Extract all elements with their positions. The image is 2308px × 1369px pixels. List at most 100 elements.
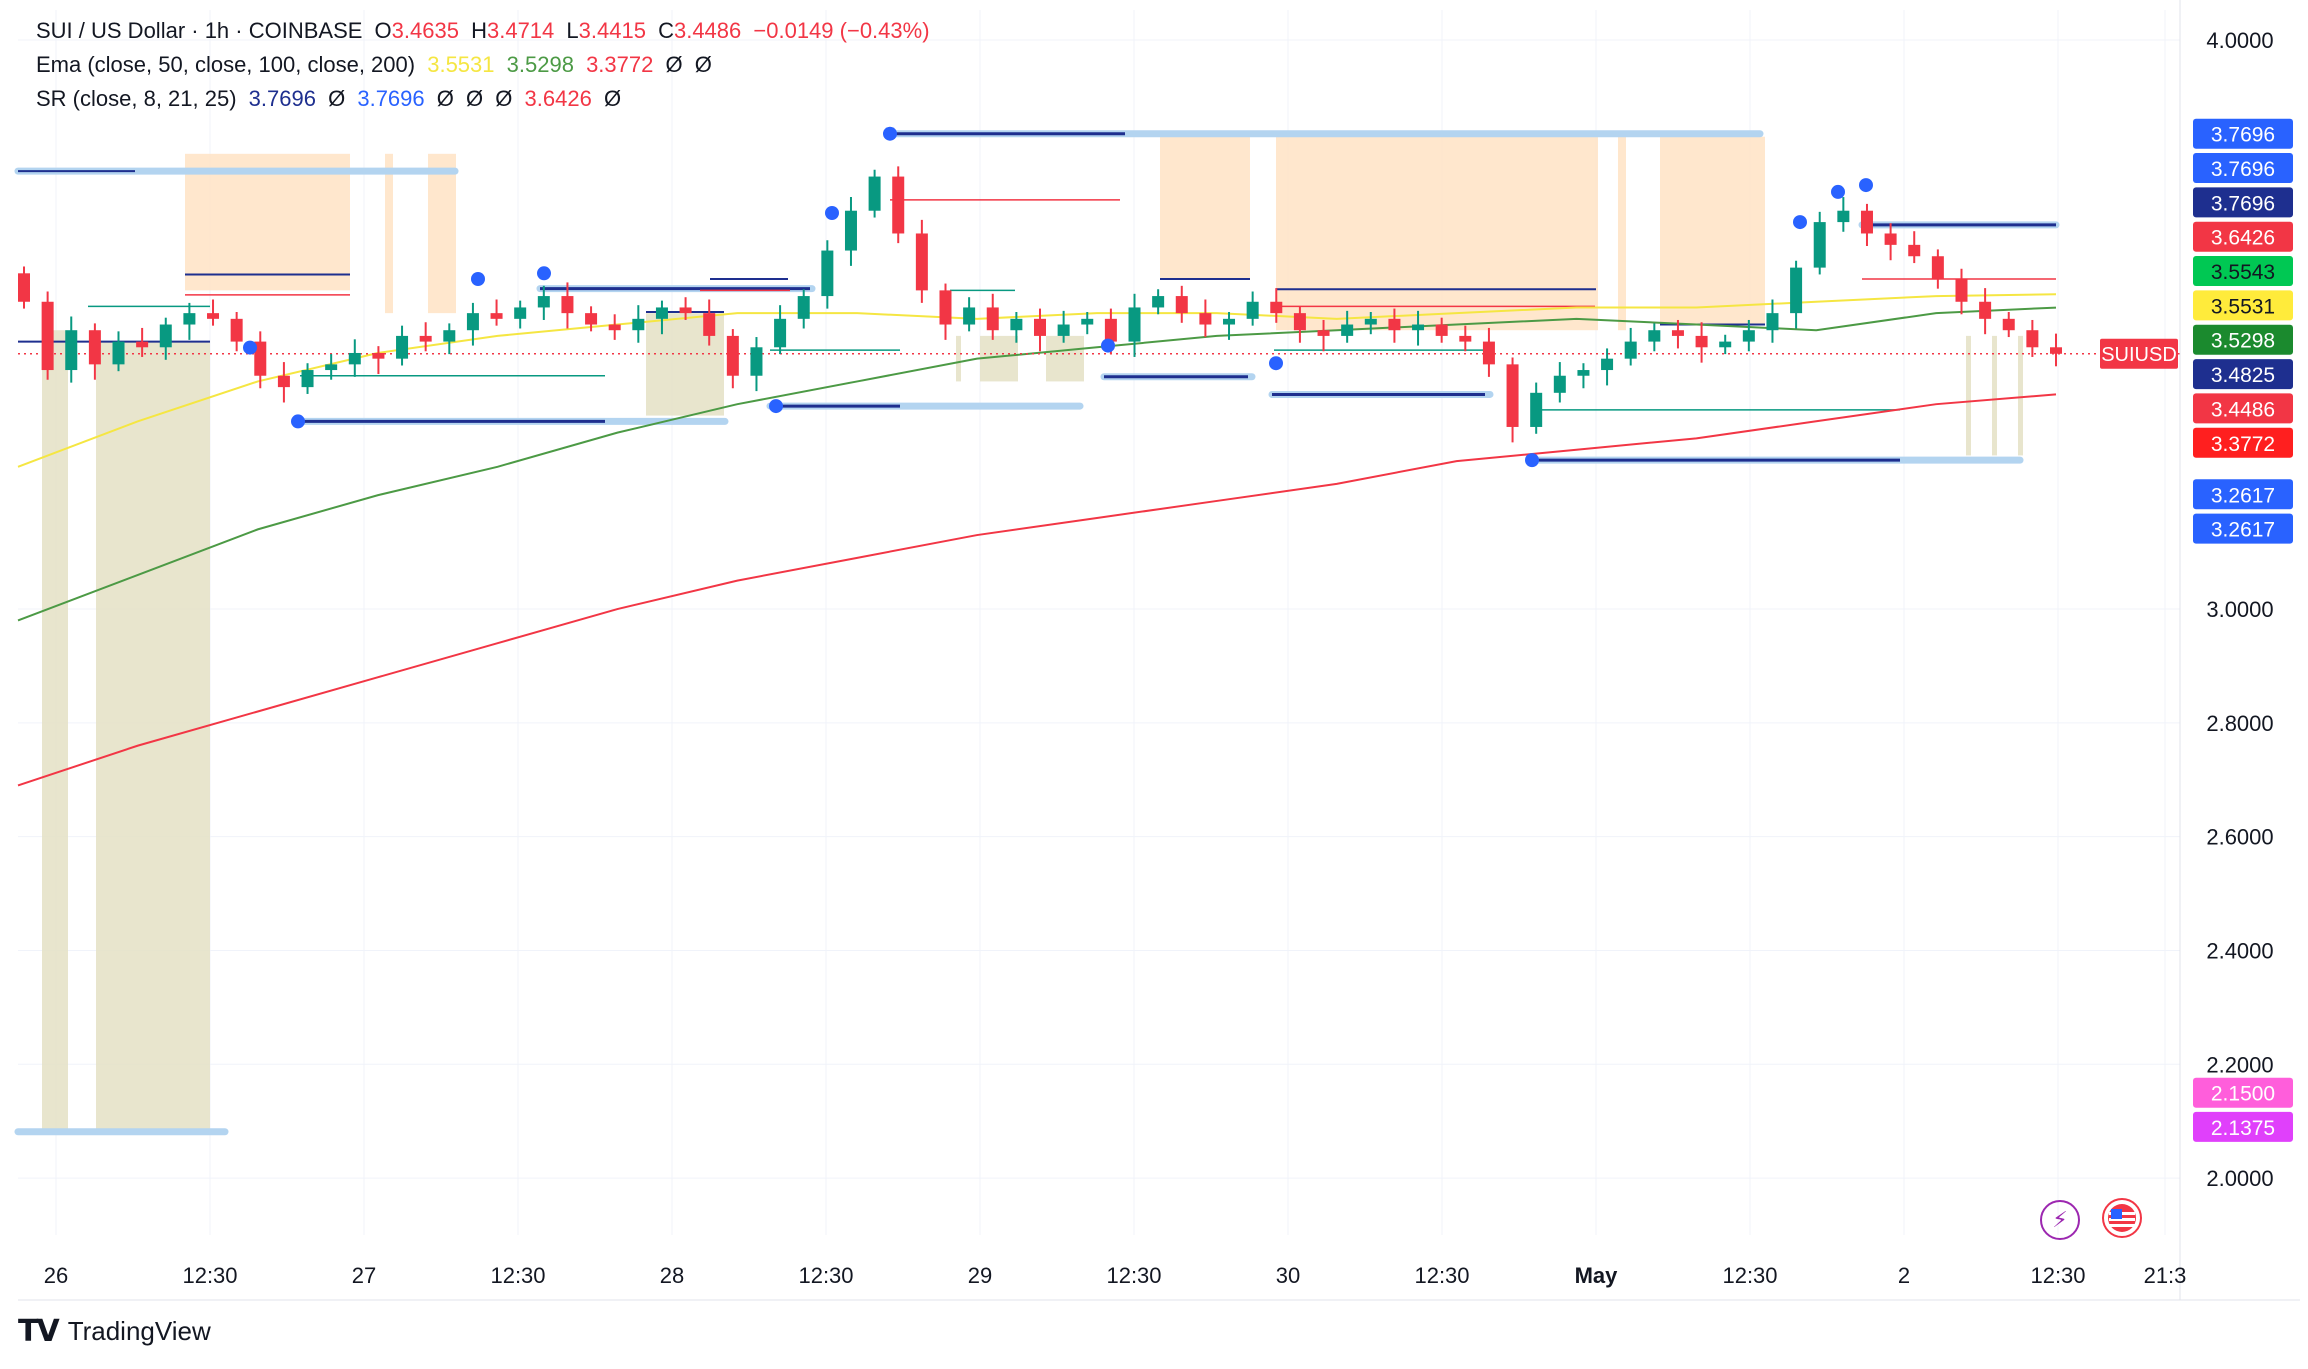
ohlc-high: 3.4714 (486, 18, 555, 43)
sr-pivot-dot (537, 266, 551, 281)
tradingview-brand[interactable]: 𝗧𝗩 TradingView (18, 1314, 211, 1349)
signal-zone (2018, 335, 2023, 456)
candle-body (18, 273, 30, 302)
ema100-value: 3.5298 (506, 52, 574, 77)
price-label-bg (2193, 153, 2293, 184)
candle-body (844, 210, 857, 251)
candle-body (1742, 330, 1755, 342)
price-label-bg (2193, 393, 2293, 424)
x-tick-label: 29 (968, 1263, 992, 1288)
candle-body (774, 318, 787, 348)
candle-body (1010, 318, 1023, 331)
sr-pivot-dot (471, 272, 485, 286)
candle-body (1199, 313, 1212, 325)
ema-empty-2: Ø (694, 52, 712, 77)
candle-body (419, 335, 432, 342)
price-label-bg (2193, 221, 2293, 252)
candle-body (348, 352, 361, 365)
candle-body (1671, 330, 1684, 336)
candle-body (1081, 318, 1094, 325)
sr-row[interactable]: SR (close, 8, 21, 25) 3.7696 Ø 3.7696 Ø … (36, 82, 936, 116)
sr-value-4: Ø (436, 86, 454, 111)
candle-body (88, 330, 101, 365)
price-label-bg (2193, 324, 2293, 355)
candle-body (608, 324, 621, 331)
sr-pivot-dot (243, 340, 257, 355)
candle-body (65, 330, 78, 371)
price-label: 2.1375 (2211, 1117, 2275, 1140)
tradingview-logo-icon: 𝗧𝗩 (18, 1315, 60, 1348)
candle-body (1577, 370, 1590, 376)
us-flag-icon[interactable] (2102, 1198, 2142, 1238)
candle-body (797, 296, 810, 319)
y-tick-label: 2.8000 (2206, 711, 2273, 736)
price-label: 3.5543 (2211, 261, 2275, 284)
ohlc-high-label: H (471, 18, 487, 43)
x-tick-label: 2 (1898, 1263, 1910, 1288)
candle-body (1884, 233, 1897, 245)
candle-body (1908, 244, 1921, 257)
ohlc-open: 3.4635 (391, 18, 459, 43)
x-tick-label: 26 (44, 1263, 68, 1288)
ema-line-ema-100 (17, 306, 2057, 622)
x-tick-label: 28 (660, 1263, 684, 1288)
sr-pivot-dot (1101, 338, 1115, 353)
ohlc-open-label: O (374, 18, 392, 43)
symbol-tag-bg (2100, 338, 2178, 369)
brand-name: TradingView (67, 1316, 211, 1346)
price-label-bg (2193, 1077, 2293, 1108)
candle-body (1435, 324, 1448, 336)
candle-body (207, 313, 220, 319)
candle-body (1364, 318, 1377, 325)
candle-body (1955, 279, 1968, 302)
candle-body (726, 335, 739, 376)
x-tick-label: 30 (1276, 1263, 1300, 1288)
candle-body (230, 318, 243, 342)
signal-zone (1618, 136, 1626, 331)
candle-body (490, 313, 503, 319)
candle-body (2050, 347, 2062, 354)
candle-body (1341, 324, 1354, 336)
signal-zone (1276, 136, 1598, 331)
candle-body (1412, 324, 1425, 331)
price-label: 3.2617 (2211, 519, 2275, 542)
candle-body (396, 335, 409, 359)
lightning-icon[interactable]: ⚡ (2040, 1200, 2080, 1240)
candle-body (537, 296, 550, 308)
candle-body (1648, 330, 1661, 342)
ema-label: Ema (close, 50, close, 100, close, 200) (36, 52, 416, 77)
ohlc-low-label: L (566, 18, 579, 43)
candle-body (1057, 324, 1070, 336)
candle-body (2026, 330, 2039, 348)
y-tick-label: 2.6000 (2206, 825, 2273, 850)
x-tick-label: 27 (352, 1263, 376, 1288)
candle-body (41, 301, 54, 371)
price-label: 3.3772 (2211, 433, 2275, 456)
sr-pivot-dot (883, 126, 897, 141)
signal-zone (1966, 335, 1971, 456)
price-label-bg (2193, 1111, 2293, 1142)
x-tick-label: 12:30 (182, 1263, 237, 1288)
price-label: 3.6426 (2211, 227, 2275, 250)
candle-body (1104, 318, 1117, 342)
sr-pivot-dot (291, 414, 305, 429)
candle-body (2002, 318, 2015, 331)
candle-body (986, 307, 999, 331)
chart-legend: SUI / US Dollar · 1h · COINBASE O3.4635 … (36, 14, 936, 116)
signal-zone (956, 335, 961, 382)
symbol-tag: SUIUSD (2101, 344, 2177, 366)
candle-body (679, 307, 692, 314)
axis-layer: 4.0000 3.0000 2.8000 2.6000 2.4000 2.2000 2.00… (18, 0, 2300, 1301)
symbol-line[interactable]: SUI / US Dollar · 1h · COINBASE (36, 18, 363, 43)
signal-zone (96, 341, 210, 1133)
x-tick-label: 12:30 (490, 1263, 545, 1288)
ohlc-change: −0.0149 (−0.43%) (753, 18, 930, 43)
x-tick-label: May (1575, 1263, 1619, 1288)
sr-value-1: 3.7696 (248, 86, 316, 111)
ema-row[interactable]: Ema (close, 50, close, 100, close, 200) … (36, 48, 936, 82)
sr-value-8: Ø (603, 86, 622, 111)
signal-zone (1992, 335, 1997, 456)
candle-body (821, 250, 834, 297)
